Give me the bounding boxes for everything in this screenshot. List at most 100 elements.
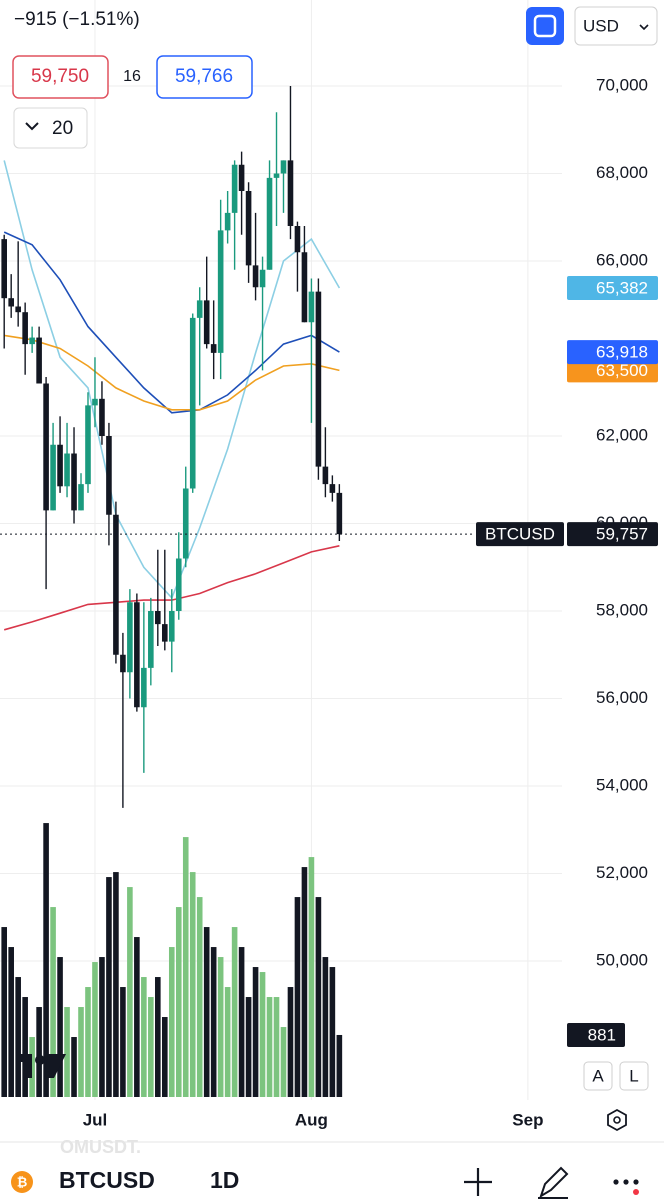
candle-body: [182, 488, 189, 559]
candle-body: [113, 514, 119, 655]
candle-body: [301, 252, 308, 323]
candle-body: [245, 191, 252, 266]
candle-body: [273, 173, 280, 178]
candle-body: [22, 312, 28, 345]
currency: USD: [583, 16, 619, 35]
candle-body: [78, 484, 84, 511]
indicators: [3, 160, 341, 631]
x-tick-label: Aug: [295, 1110, 328, 1129]
volume-pane: [1, 823, 343, 1097]
add-button[interactable]: [464, 1168, 492, 1196]
volume-bar: [43, 823, 49, 1097]
volume-bar: [252, 967, 259, 1097]
volume-bar: [64, 1007, 70, 1097]
chevron-icon: [639, 24, 649, 31]
volume-bar: [182, 837, 189, 1097]
candle-body: [8, 298, 14, 307]
candle-body: [203, 300, 210, 345]
candle-body: [161, 624, 168, 642]
candle-body: [322, 466, 329, 485]
volume-bar: [175, 907, 182, 1097]
volume-bar: [336, 1034, 343, 1097]
volume-bar: [1, 927, 7, 1097]
fullscreen-button[interactable]: [526, 7, 564, 45]
volume-bar: [301, 867, 308, 1097]
price-badge: [567, 276, 658, 301]
indicator-toggle[interactable]: [13, 107, 88, 149]
volume-bar: [36, 1007, 42, 1097]
auto-scale-label: A: [592, 1066, 604, 1085]
y-tick-label: 56,000: [596, 688, 648, 707]
candle-body: [155, 611, 161, 625]
candle-body: [36, 337, 42, 384]
candle-body: [43, 383, 49, 511]
volume-badge: [567, 1022, 625, 1047]
volume-bar: [245, 997, 252, 1097]
x-tick-label: Sep: [512, 1110, 543, 1129]
ask-price: 59,766: [175, 66, 233, 87]
candle-body: [1, 239, 7, 299]
volume-bar: [106, 877, 112, 1097]
volume-bar: [294, 897, 301, 1097]
volume-bar: [22, 997, 28, 1097]
chevron-icon: [25, 122, 39, 131]
y-tick-label: 66,000: [596, 250, 648, 269]
ma-line: [3, 160, 341, 600]
candle-body: [238, 164, 245, 191]
candle-body: [120, 654, 126, 673]
volume-bar: [196, 897, 203, 1097]
currency-select[interactable]: [574, 6, 658, 46]
y-tick-label: 70,000: [596, 75, 648, 94]
volume-bar: [217, 957, 224, 1097]
volume-bar: [238, 947, 245, 1097]
volume-bar: [8, 947, 14, 1097]
volume-bar: [113, 872, 119, 1097]
price-badge: [567, 358, 658, 383]
candle-body: [15, 306, 21, 313]
volume-bar: [203, 927, 210, 1097]
candle-body: [336, 492, 343, 535]
indicator-count: 20: [52, 118, 73, 139]
auto-scale-button[interactable]: [583, 1061, 613, 1091]
bid-box[interactable]: [12, 55, 109, 99]
y-tick-label: 50,000: [596, 950, 648, 969]
grid: [0, 0, 562, 1100]
volume-bar: [155, 977, 161, 1097]
volume-bar: [308, 857, 315, 1097]
bid-price: 59,750: [31, 66, 89, 87]
more-button[interactable]: [613, 1179, 639, 1195]
interval[interactable]: 1D: [210, 1167, 239, 1193]
x-tick-label: Jul: [83, 1110, 108, 1129]
candle-body: [308, 291, 315, 323]
settings-icon: [613, 1116, 621, 1124]
ma-line: [4, 334, 340, 411]
ask-box[interactable]: [156, 55, 253, 99]
volume-bar: [224, 987, 231, 1097]
candle-body: [196, 300, 203, 318]
candle-body: [29, 337, 35, 345]
draw-button[interactable]: [538, 1166, 569, 1199]
candle-body: [99, 398, 105, 436]
volume-bar: [322, 957, 329, 1097]
last-price-badge: [567, 522, 658, 547]
volume-bar: [85, 987, 91, 1097]
volume-bar: [280, 1027, 287, 1097]
volume-bar: [120, 987, 126, 1097]
price-badge-label: 63,500: [596, 361, 648, 380]
candle-body: [148, 611, 154, 668]
candle-body: [210, 344, 217, 353]
volume-bar: [57, 957, 63, 1097]
symbol-tag: [476, 522, 564, 547]
candle-body: [217, 230, 224, 353]
spread: 16: [123, 68, 141, 85]
candle-body: [280, 160, 287, 174]
volume-badge-label: 881: [588, 1025, 616, 1044]
candle-body: [141, 667, 147, 708]
symbol[interactable]: BTCUSD: [59, 1167, 155, 1193]
log-scale-button[interactable]: [619, 1061, 649, 1091]
candle-body: [168, 611, 175, 642]
volume-bar: [127, 887, 133, 1097]
volume-bar: [71, 1037, 77, 1097]
candle-body: [315, 291, 322, 467]
settings-button[interactable]: [607, 1108, 627, 1132]
